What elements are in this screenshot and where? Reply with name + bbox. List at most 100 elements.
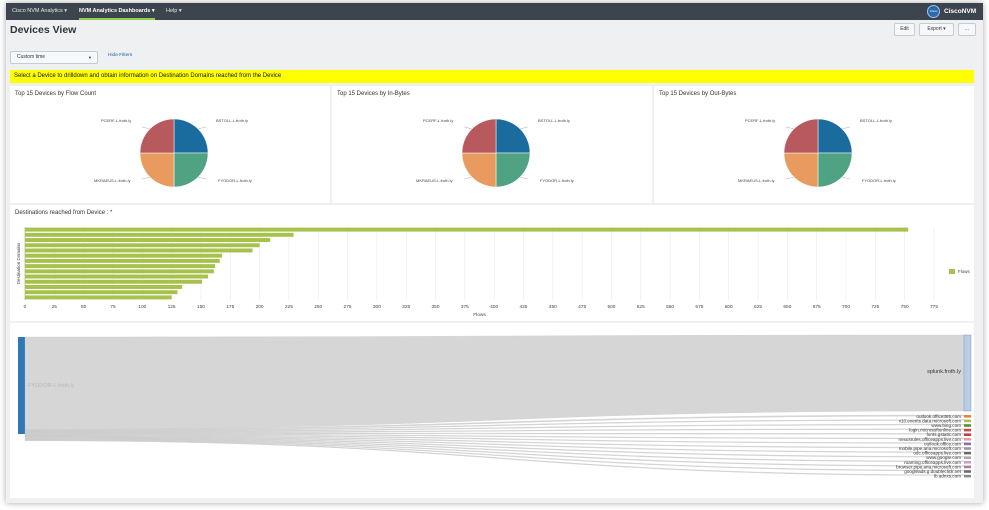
sankey-target-node[interactable] — [964, 456, 971, 459]
pie-slice-3[interactable] — [461, 118, 497, 154]
sankey-target-node[interactable] — [964, 451, 971, 455]
pie-slice-1[interactable] — [817, 152, 853, 188]
export-button[interactable]: Export ▾ — [919, 23, 954, 36]
x-tick-label: 450 — [549, 304, 557, 310]
x-tick-label: 600 — [725, 304, 733, 310]
x-tick-label: 500 — [607, 304, 615, 310]
nav-item-help[interactable]: Help ▾ — [166, 8, 182, 14]
sankey-target-label: v10.events.data.microsoft.com — [899, 418, 961, 423]
pie-leader-line — [785, 126, 795, 130]
nav-item-nvm-dashboards[interactable]: NVM Analytics Dashboards ▾ — [79, 3, 155, 20]
sankey-target-node[interactable] — [964, 433, 971, 436]
sankey-target-node[interactable] — [963, 334, 972, 412]
bar[interactable] — [25, 274, 208, 279]
pie-chart-in-bytes[interactable] — [332, 86, 652, 203]
pie-label-mkraeus: MKRAEUS-L.froth.ly — [94, 178, 131, 183]
sankey-target-node[interactable] — [964, 424, 971, 427]
bar[interactable] — [25, 248, 253, 253]
bar[interactable] — [25, 243, 260, 248]
pie-leader-line — [463, 126, 473, 130]
pie-label-fyodor: FYODOR-L.froth.ly — [218, 178, 252, 183]
pie-label-mkraeus: MKRAEUS-L.froth.ly — [738, 178, 775, 183]
pie-leader-line — [463, 176, 473, 180]
sankey-target-node[interactable] — [964, 419, 971, 423]
bar[interactable] — [25, 253, 223, 258]
pie-slice-1[interactable] — [495, 152, 531, 188]
pie-chart-flow-count[interactable] — [10, 86, 330, 203]
pie-slice-0[interactable] — [173, 118, 209, 154]
pie-leader-line — [197, 126, 207, 130]
x-tick-label: 75 — [110, 304, 116, 310]
sankey-target-label: splunk.froth.ly — [927, 369, 961, 375]
bar[interactable] — [25, 238, 271, 243]
pie-slice-0[interactable] — [495, 118, 531, 154]
pie-label-fyodor: FYODOR-L.froth.ly — [540, 178, 574, 183]
x-tick-label: 425 — [519, 304, 527, 310]
hide-filters-link[interactable]: Hide Filters — [108, 53, 133, 58]
x-tick-label: 650 — [783, 304, 791, 310]
pie-panel-in-bytes: Top 15 Devices by In-Bytes BSTOLL-L.frot… — [332, 86, 652, 203]
bar[interactable] — [25, 290, 178, 295]
legend-label-flows[interactable]: Flows — [958, 269, 970, 274]
edit-button[interactable]: Edit — [894, 23, 915, 36]
x-tick-label: 350 — [432, 304, 440, 310]
bar[interactable] — [25, 264, 216, 269]
pie-panel-title: Top 15 Devices by Flow Count — [15, 91, 97, 97]
sankey-target-label: nexusrules.officeapps.live.com — [899, 437, 962, 442]
sankey-target-node[interactable] — [964, 438, 971, 441]
sankey-link[interactable] — [24, 439, 965, 476]
sankey-target-node[interactable] — [964, 428, 971, 432]
bar[interactable] — [25, 279, 203, 284]
x-axis-label: Flows — [473, 312, 486, 318]
sankey-diagram[interactable]: FYODOR-L.froth.lysplunk.froth.lyoutlook.… — [10, 323, 974, 498]
bar[interactable] — [25, 295, 172, 300]
pie-slice-3[interactable] — [139, 118, 175, 154]
x-tick-label: 275 — [344, 304, 352, 310]
bar[interactable] — [25, 232, 294, 237]
sankey-target-label: odc.officeapps.live.com — [913, 451, 961, 456]
bar-chart-title: Destinations reached from Device : * — [15, 210, 113, 216]
pie-panel-title: Top 15 Devices by In-Bytes — [337, 91, 410, 97]
pie-slice-2[interactable] — [783, 152, 819, 188]
x-tick-label: 225 — [285, 304, 293, 310]
x-tick-label: 775 — [930, 304, 938, 310]
pie-leader-line — [141, 126, 151, 130]
pie-slice-3[interactable] — [783, 118, 819, 154]
time-range-value: Custom time — [17, 54, 46, 60]
sankey-target-node[interactable] — [964, 442, 971, 446]
pie-leader-line — [141, 176, 151, 180]
brand-avatar[interactable]: Cisco — [927, 5, 940, 18]
drilldown-banner: Select a Device to drilldown and obtain … — [10, 70, 974, 83]
sankey-source-node[interactable] — [18, 337, 25, 434]
x-tick-label: 700 — [842, 304, 850, 310]
destinations-bar-chart[interactable]: 0 25 50 75 100 125 150 175 200 225 250 275 300 325 350… — [10, 205, 974, 321]
sankey-target-node[interactable] — [964, 461, 971, 464]
bar[interactable] — [25, 258, 220, 263]
sankey-target-node[interactable] — [964, 465, 971, 469]
x-tick-label: 0 — [24, 304, 27, 310]
sankey-target-node[interactable] — [964, 470, 971, 473]
sankey-target-node[interactable] — [964, 415, 971, 418]
app-window: Cisco NVM Analytics ▾ NVM Analytics Dash… — [6, 3, 983, 503]
more-button[interactable]: ... — [958, 23, 976, 36]
x-tick-label: 250 — [314, 304, 322, 310]
time-range-select[interactable]: Custom time ▼ — [10, 51, 98, 64]
x-tick-label: 525 — [637, 304, 645, 310]
pie-slice-1[interactable] — [173, 152, 209, 188]
pie-chart-out-bytes[interactable] — [654, 86, 974, 203]
pie-slice-0[interactable] — [817, 118, 853, 154]
bar[interactable] — [25, 269, 214, 274]
sankey-target-label: www.bing.com — [931, 423, 961, 428]
nav-item-cisco-nvm-analytics[interactable]: Cisco NVM Analytics ▾ — [12, 8, 68, 14]
sankey-link[interactable] — [24, 334, 965, 430]
sankey-target-node[interactable] — [964, 474, 971, 478]
sankey-target-label: www.google.com — [926, 455, 961, 460]
pie-slice-2[interactable] — [461, 152, 497, 188]
sankey-target-label: login.microsoftonline.com — [909, 428, 961, 433]
bar[interactable] — [25, 227, 909, 232]
pie-slice-2[interactable] — [139, 152, 175, 188]
sankey-target-label: ib.adnxs.com — [934, 474, 961, 479]
bar[interactable] — [25, 284, 183, 289]
sankey-target-node[interactable] — [964, 447, 971, 450]
x-tick-label: 300 — [373, 304, 381, 310]
